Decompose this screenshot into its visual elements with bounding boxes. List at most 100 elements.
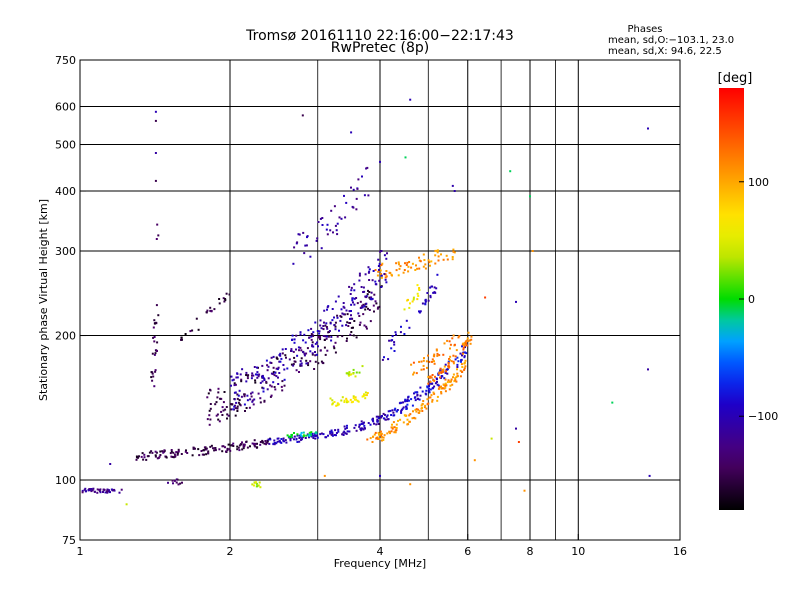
- echo-point: [154, 454, 157, 457]
- echo-point: [270, 385, 273, 388]
- colorbar-tick-label: 0: [748, 293, 755, 306]
- echo-point: [411, 262, 414, 265]
- echo-point: [431, 285, 433, 288]
- echo-point: [323, 321, 325, 324]
- echo-point: [370, 296, 373, 299]
- echo-point: [399, 418, 402, 421]
- echo-point: [300, 357, 303, 360]
- echo-point: [414, 396, 417, 399]
- echo-point: [405, 405, 407, 408]
- echo-point: [159, 454, 162, 456]
- echo-point: [422, 400, 425, 402]
- echo-point: [230, 384, 232, 387]
- echo-point: [375, 415, 378, 418]
- echo-point: [390, 414, 393, 416]
- echo-point: [299, 360, 302, 363]
- echo-point: [515, 427, 517, 430]
- echo-point: [251, 391, 254, 394]
- echo-point: [156, 223, 159, 226]
- echo-point: [355, 398, 358, 401]
- echo-point: [296, 433, 299, 436]
- echo-point: [250, 377, 253, 380]
- echo-point: [459, 369, 462, 372]
- echo-point: [295, 348, 297, 351]
- echo-point: [313, 368, 316, 370]
- echo-point: [259, 381, 262, 384]
- echo-point: [423, 259, 426, 261]
- echo-point: [447, 365, 450, 368]
- echo-point: [246, 394, 249, 397]
- echo-point: [256, 373, 259, 376]
- echo-point: [302, 231, 305, 234]
- echo-point: [319, 319, 322, 322]
- echo-point: [308, 336, 311, 339]
- echo-point: [270, 372, 273, 375]
- echo-point: [381, 358, 384, 361]
- echo-point: [365, 296, 368, 299]
- echo-point: [352, 400, 354, 403]
- echo-point: [259, 401, 262, 404]
- echo-point: [258, 373, 261, 376]
- echo-point: [459, 352, 462, 355]
- echo-point: [225, 292, 228, 295]
- echo-point: [371, 418, 374, 421]
- echo-point: [523, 489, 526, 492]
- echo-point: [212, 447, 214, 450]
- echo-point: [424, 404, 427, 407]
- echo-point: [232, 408, 235, 411]
- echo-point: [452, 376, 454, 379]
- echo-point: [84, 490, 87, 493]
- echo-point: [434, 291, 437, 294]
- echo-point: [113, 488, 115, 491]
- echo-point: [234, 391, 237, 394]
- echo-point: [402, 401, 405, 404]
- echo-point: [152, 336, 155, 339]
- echo-point: [360, 420, 363, 423]
- echo-point: [154, 369, 157, 372]
- echo-point: [358, 425, 361, 428]
- echo-point: [311, 345, 314, 348]
- echo-point: [365, 394, 368, 397]
- echo-point: [237, 401, 240, 404]
- echo-point: [150, 376, 153, 379]
- echo-point: [234, 414, 237, 417]
- echo-point: [350, 289, 353, 292]
- echo-point: [293, 432, 295, 434]
- echo-point: [365, 167, 368, 170]
- echo-point: [416, 284, 419, 287]
- echo-point: [359, 300, 362, 303]
- echo-point: [205, 453, 208, 456]
- echo-point: [346, 430, 349, 433]
- echo-point: [154, 179, 157, 182]
- echo-point: [432, 391, 435, 394]
- echo-point: [186, 452, 189, 454]
- echo-point: [436, 249, 439, 252]
- echo-point: [290, 436, 293, 438]
- echo-point: [312, 334, 315, 337]
- echo-point: [395, 333, 397, 336]
- echo-point: [413, 416, 416, 419]
- echo-point: [445, 384, 448, 387]
- echo-point: [383, 417, 385, 420]
- echo-point: [256, 371, 259, 374]
- echo-point: [395, 410, 398, 413]
- echo-point: [270, 394, 273, 397]
- echo-point: [374, 431, 377, 434]
- echo-point: [106, 489, 109, 492]
- echo-point: [334, 224, 337, 227]
- echo-point: [399, 265, 402, 268]
- echo-point: [350, 401, 353, 404]
- echo-point: [464, 346, 466, 349]
- scatter-points: [81, 98, 651, 506]
- echo-point: [345, 340, 348, 342]
- echo-point: [306, 236, 308, 239]
- echo-point: [405, 264, 408, 266]
- echo-point: [286, 434, 289, 437]
- echo-point: [397, 261, 400, 264]
- echo-point: [330, 209, 333, 212]
- echo-point: [392, 421, 395, 424]
- echo-point: [283, 378, 286, 381]
- echo-point: [93, 490, 96, 493]
- echo-point: [207, 452, 210, 455]
- echo-point: [153, 322, 156, 325]
